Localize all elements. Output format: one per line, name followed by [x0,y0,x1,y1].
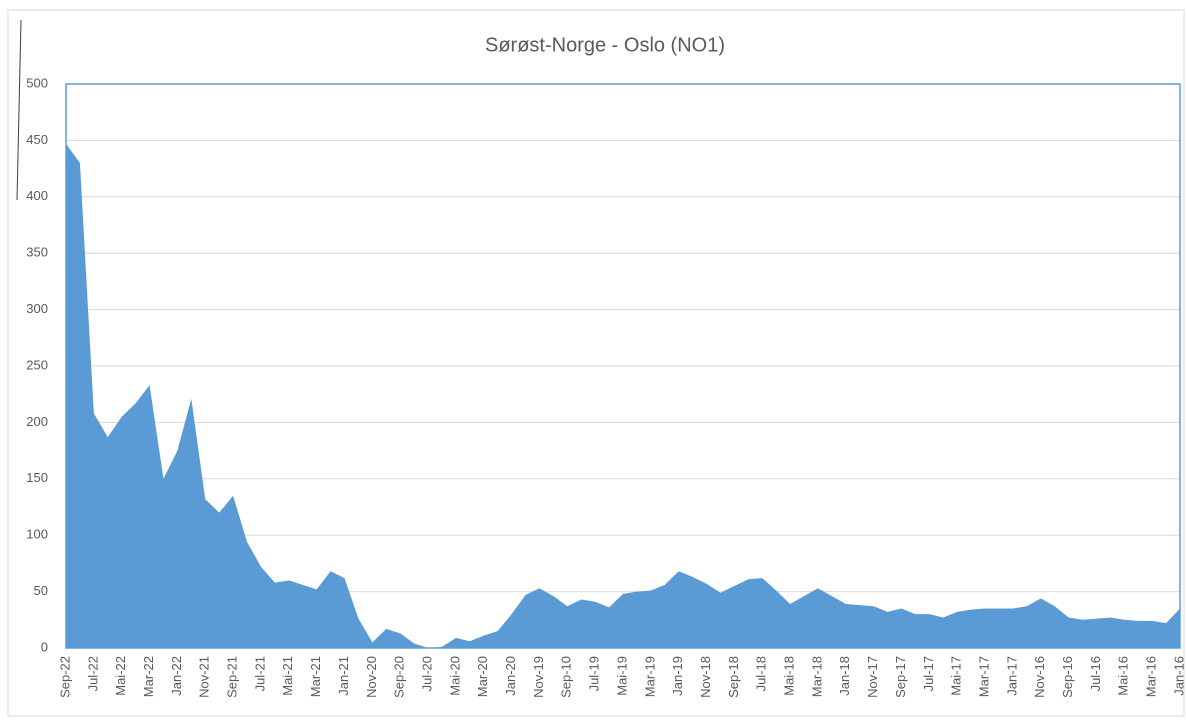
y-tick-label: 500 [26,75,48,90]
x-tick-label: Mai-19 [614,656,629,696]
x-tick-label: Mai-16 [1116,656,1131,696]
x-tick-label: Jan-19 [670,656,685,696]
y-tick-label: 300 [26,301,48,316]
x-tick-label: Nov-16 [1032,656,1047,698]
plot-border [65,83,1181,649]
x-tick-label: Mar-16 [1144,656,1159,697]
x-tick-label: Jul-20 [419,656,434,691]
x-tick-label: Nov-17 [865,656,880,698]
x-tick-label: Sep-17 [893,656,908,698]
x-tick-label: Mai-18 [782,656,797,696]
y-tick-label: 0 [41,639,48,654]
y-tick-label: 450 [26,132,48,147]
x-tick-label: Jul-16 [1088,656,1103,691]
y-tick-label: 50 [34,583,48,598]
x-tick-label: Jul-17 [921,656,936,691]
x-tick-label: Mar-18 [809,656,824,697]
x-tick-label: Mar-22 [141,656,156,697]
x-tick-label: Jan-22 [169,656,184,696]
x-tick-label: Mai-21 [280,656,295,696]
x-tick-label: Jul-18 [754,656,769,691]
x-tick-label: Sep-20 [392,656,407,698]
area [66,143,1180,648]
x-tick-label: Jan-21 [336,656,351,696]
x-tick-label: Nov-21 [197,656,212,698]
y-tick-label: 150 [26,470,48,485]
x-tick-label: Sep-16 [1060,656,1075,698]
x-tick-label: Jul-21 [252,656,267,691]
x-tick-label: Jan-18 [837,656,852,696]
y-tick-label: 250 [26,357,48,372]
y-tick-label: 200 [26,414,48,429]
x-tick-label: Jan-16 [1171,656,1186,696]
y-tick-label: 350 [26,245,48,260]
x-tick-label: Jan-20 [503,656,518,696]
x-tick-label: Nov-20 [364,656,379,698]
x-tick-label: Mai-22 [113,656,128,696]
x-tick-label: Mar-17 [976,656,991,697]
x-tick-label: Mar-20 [475,656,490,697]
x-tick-label: Nov-19 [531,656,546,698]
x-tick-label: Jul-19 [587,656,602,691]
decoration-line [16,19,22,201]
y-tick-label: 100 [26,527,48,542]
chart-title: Sørøst-Norge - Oslo (NO1) [485,34,725,56]
x-tick-label: Sep-22 [57,656,72,698]
x-tick-label: Nov-18 [698,656,713,698]
y-tick-label: 400 [26,188,48,203]
x-tick-label: Sep-18 [726,656,741,698]
x-tick-label: Jan-17 [1004,656,1019,696]
x-tick-label: Jul-22 [85,656,100,691]
x-tick-label: Sep-10 [559,656,574,698]
x-tick-label: Mar-21 [308,656,323,697]
x-tick-label: Mai-17 [949,656,964,696]
x-tick-label: Mai-20 [447,656,462,696]
x-tick-label: Mar-19 [642,656,657,697]
x-tick-label: Sep-21 [225,656,240,698]
